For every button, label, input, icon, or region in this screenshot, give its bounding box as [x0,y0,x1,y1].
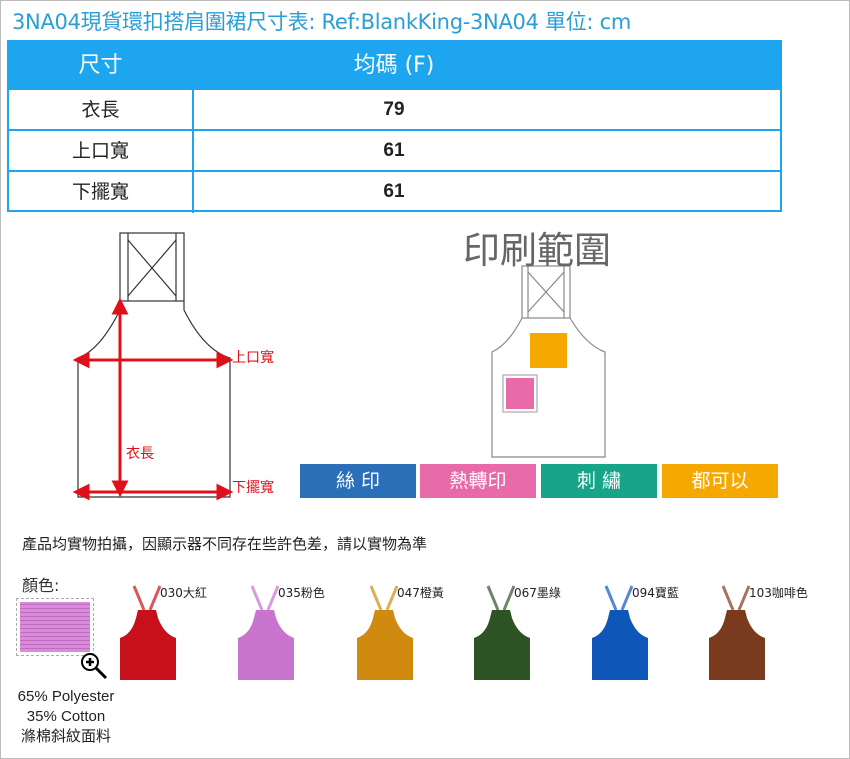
measurement-apron [77,232,231,498]
print-area-title: 印刷範圍 [463,229,611,272]
color-option[interactable]: 030大紅 [118,582,228,686]
table-row: 下擺寬 61 [9,170,780,213]
method-embroidery: 刺 繡 [541,464,657,498]
row-label: 下擺寬 [9,172,194,213]
method-heat-transfer: 熱轉印 [420,464,536,498]
row-value: 61 [383,181,405,202]
row-label: 衣長 [9,90,194,131]
bottom-width-label: 下擺寬 [232,480,274,496]
color-option[interactable]: 035粉色 [236,582,346,686]
apron-swatch [592,585,648,680]
apron-diagrams [72,232,606,501]
color-label: 067墨綠 [514,586,561,600]
measurement-arrows [72,297,234,501]
table-row: 上口寬 61 [9,129,780,172]
color-label: 094寶藍 [632,586,679,600]
zoom-in-icon[interactable] [80,652,110,682]
color-label: 030大紅 [160,586,207,600]
fabric-line: 65% Polyester [17,688,115,705]
apron-swatch [357,585,413,680]
color-option[interactable]: 047橙黃 [355,582,465,686]
fabric-line: 35% Cotton [26,708,106,725]
length-label: 衣長 [126,446,154,462]
page-title: 3NA04現貨環扣搭肩圍裙尺寸表: Ref:BlankKing-3NA04 單位… [12,10,631,34]
print-area-pocket [504,376,536,411]
color-note: 產品均實物拍攝，因顯示器不同存在些許色差，請以實物為準 [22,535,428,553]
color-label: 047橙黃 [397,586,444,600]
apron-swatch [120,585,176,680]
color-label: 035粉色 [278,586,325,600]
fabric-swatch[interactable] [16,598,94,656]
row-label: 上口寬 [9,131,194,172]
row-value: 79 [383,99,405,120]
print-area-chest [530,333,567,368]
fabric-info: 65% Polyester 35% Cotton 滌棉斜紋面料 [6,687,126,747]
apron-swatch [474,585,530,680]
fabric-line: 滌棉斜紋面料 [20,728,111,745]
row-value: 61 [383,140,405,161]
print-area-apron [491,265,606,458]
method-screen-print: 絲 印 [300,464,416,498]
size-table: 尺寸 均碼 (F) 衣長 79 上口寬 61 下擺寬 61 [7,40,782,213]
apron-swatch [238,585,294,680]
color-option[interactable]: 094寶藍 [590,582,700,686]
top-width-label: 上口寬 [232,350,274,366]
color-option[interactable]: 067墨綠 [472,582,582,686]
table-header: 尺寸 均碼 (F) [9,42,780,89]
header-size: 尺寸 [78,53,123,78]
colors-label: 顏色: [22,576,60,595]
apron-swatch [709,585,765,680]
method-any: 都可以 [662,464,778,498]
header-free-size: 均碼 (F) [353,53,435,78]
table-row: 衣長 79 [9,88,780,131]
color-option[interactable]: 103咖啡色 [707,582,817,686]
color-label: 103咖啡色 [749,586,808,600]
